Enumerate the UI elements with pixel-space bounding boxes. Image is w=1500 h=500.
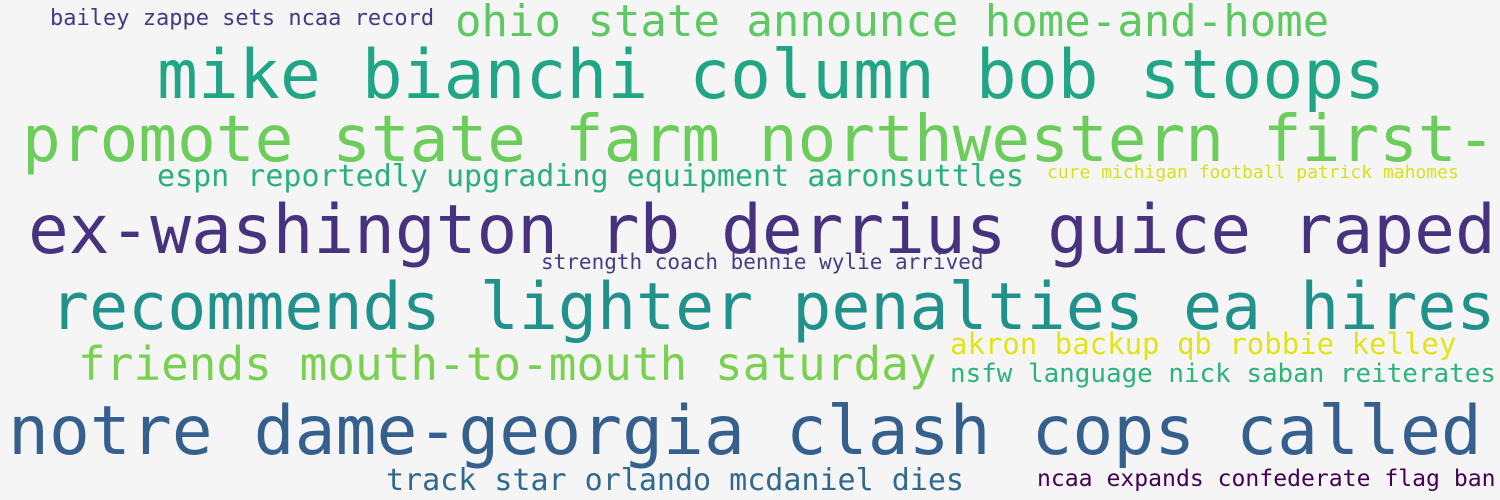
phrase-ncaa-expands: ncaa expands confederate flag ban bbox=[1037, 466, 1496, 492]
phrase-ohio-state: ohio state announce home-and-home bbox=[455, 0, 1330, 47]
phrase-bailey-zappe: bailey zappe sets ncaa record bbox=[50, 6, 435, 31]
phrase-track-star: track star orlando mcdaniel dies bbox=[386, 463, 964, 498]
phrase-ex-washington: ex-washington rb derrius guice raped bbox=[28, 190, 1496, 269]
phrase-strength-coach: strength coach bennie wylie arrived bbox=[541, 250, 984, 274]
phrase-recommends-lighter: recommends lighter penalties ea hires bbox=[50, 270, 1496, 345]
phrase-cure-michigan: cure michigan football patrick mahomes bbox=[1047, 162, 1459, 183]
phrase-nsfw-language: nsfw language nick saban reiterates bbox=[950, 359, 1496, 389]
phrase-notre-dame: notre dame-georgia clash cops called bbox=[8, 392, 1482, 471]
phrase-friends-mouth: friends mouth-to-mouth saturday bbox=[78, 337, 937, 391]
phrase-akron-backup: akron backup qb robbie kelley bbox=[950, 327, 1457, 361]
phrase-espn-reportedly: espn reportedly upgrading equipment aaro… bbox=[157, 159, 1024, 194]
phrase-mike-bianchi: mike bianchi column bob stoops bbox=[157, 36, 1386, 115]
phrase-promote-state-farm: promote state farm northwestern first- bbox=[22, 102, 1496, 177]
